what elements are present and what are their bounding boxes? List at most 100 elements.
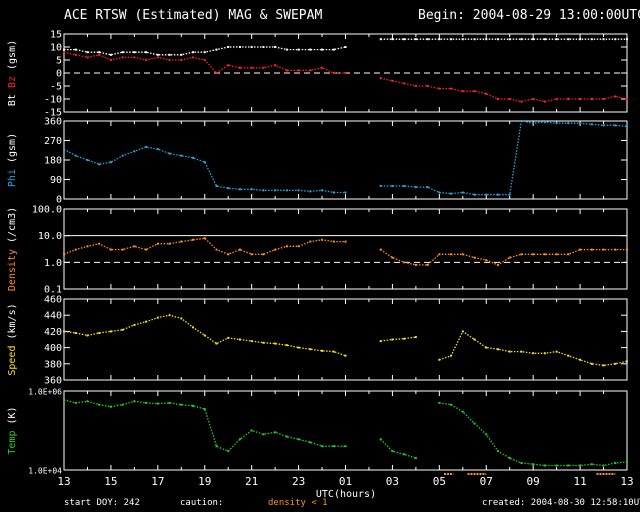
data-point: [473, 193, 476, 196]
y-tick-label: -15: [44, 108, 62, 119]
data-point: [297, 48, 300, 51]
series-line: [380, 438, 417, 459]
data-point: [285, 435, 288, 438]
y-tick-label: 180: [44, 156, 62, 167]
data-point: [145, 51, 148, 54]
series-line: [439, 402, 628, 467]
x-tick-label: 13: [57, 475, 70, 488]
y-tick-label: 1.0E+06: [28, 388, 62, 397]
data-point: [485, 346, 488, 349]
x-tick-label: 19: [198, 475, 211, 488]
data-point: [168, 401, 171, 404]
data-point: [414, 336, 417, 339]
data-point: [121, 248, 124, 251]
data-point: [508, 98, 511, 100]
series-line: [380, 120, 628, 196]
panel-frame: [63, 120, 628, 200]
data-point: [532, 463, 535, 466]
x-tick-label: 09: [527, 475, 540, 488]
y-tick-label: 100.0: [32, 205, 62, 216]
data-point: [203, 161, 206, 164]
data-point: [520, 253, 523, 256]
data-point: [309, 441, 312, 444]
data-point: [438, 38, 441, 41]
data-point: [180, 403, 183, 406]
series-line: [63, 399, 346, 452]
data-point: [403, 185, 406, 187]
data-point: [109, 248, 112, 251]
data-point: [74, 332, 77, 335]
data-point: [321, 445, 324, 448]
data-point: [309, 348, 312, 351]
data-point: [215, 72, 218, 74]
data-point: [450, 192, 453, 195]
panel-frame: [63, 390, 628, 471]
data-point: [461, 90, 464, 93]
data-point: [450, 87, 453, 90]
data-point: [543, 253, 546, 256]
data-point: [626, 360, 628, 363]
data-point: [74, 48, 77, 51]
data-point: [391, 38, 394, 41]
data-point: [473, 338, 476, 341]
data-point: [238, 438, 241, 441]
y-axis-label-part: Phi: [7, 169, 18, 187]
data-point: [344, 72, 347, 74]
data-point: [86, 51, 89, 54]
x-tick-label: 05: [433, 475, 446, 488]
y-axis-label-part: (gsm): [7, 40, 18, 76]
data-point: [379, 38, 382, 41]
data-point: [63, 253, 65, 256]
y-axis-label: Density (/cm3): [7, 207, 18, 291]
panel-phi: 360 270 180 90 0 Phi (gsm): [7, 117, 628, 206]
data-point: [555, 253, 558, 256]
panel-temp: 1.0E+06 1.0E+04 Temp (K): [7, 388, 628, 476]
data-point: [297, 346, 300, 349]
data-point: [250, 188, 253, 191]
y-axis-label: Speed (km/s): [7, 303, 18, 375]
series-density: [63, 237, 628, 266]
data-point: [332, 350, 335, 353]
data-point: [520, 350, 523, 353]
data-point: [238, 66, 241, 69]
series-bz: [63, 51, 628, 103]
data-point: [543, 38, 546, 41]
x-tick-label: 21: [245, 475, 258, 488]
data-point: [238, 248, 241, 251]
data-point: [203, 334, 206, 337]
caution-label: caution:: [180, 498, 224, 508]
data-point: [332, 48, 335, 51]
y-axis-label-part: Temp: [7, 431, 18, 455]
data-point: [485, 92, 488, 95]
data-point: [86, 334, 89, 337]
data-point: [496, 193, 499, 196]
series-line: [63, 51, 346, 74]
series-line: [439, 330, 628, 367]
data-point: [602, 248, 605, 251]
series-speed: [63, 314, 628, 367]
data-point: [520, 38, 523, 41]
data-point: [403, 453, 406, 456]
created-time: created: 2004-08-30 12:58:10UTC: [482, 498, 640, 508]
series-line: [63, 237, 346, 256]
y-axis-label-part: Bt: [7, 94, 18, 106]
series-bt: [63, 38, 628, 56]
data-point: [579, 358, 582, 361]
x-tick-label: 01: [339, 475, 352, 488]
data-point: [379, 438, 382, 441]
data-point: [344, 354, 347, 357]
y-tick-label: 440: [44, 311, 62, 322]
data-point: [614, 95, 617, 98]
data-point: [567, 98, 570, 100]
data-point: [344, 191, 347, 194]
data-point: [414, 263, 417, 266]
start-doy: start DOY: 242: [64, 498, 140, 508]
data-point: [98, 332, 101, 335]
data-point: [579, 248, 582, 251]
data-point: [602, 124, 605, 127]
data-point: [450, 403, 453, 406]
data-point: [297, 69, 300, 72]
data-point: [274, 342, 277, 345]
y-axis-label-part: (gsm): [7, 133, 18, 169]
x-axis-title: UTC(hours): [316, 489, 376, 500]
